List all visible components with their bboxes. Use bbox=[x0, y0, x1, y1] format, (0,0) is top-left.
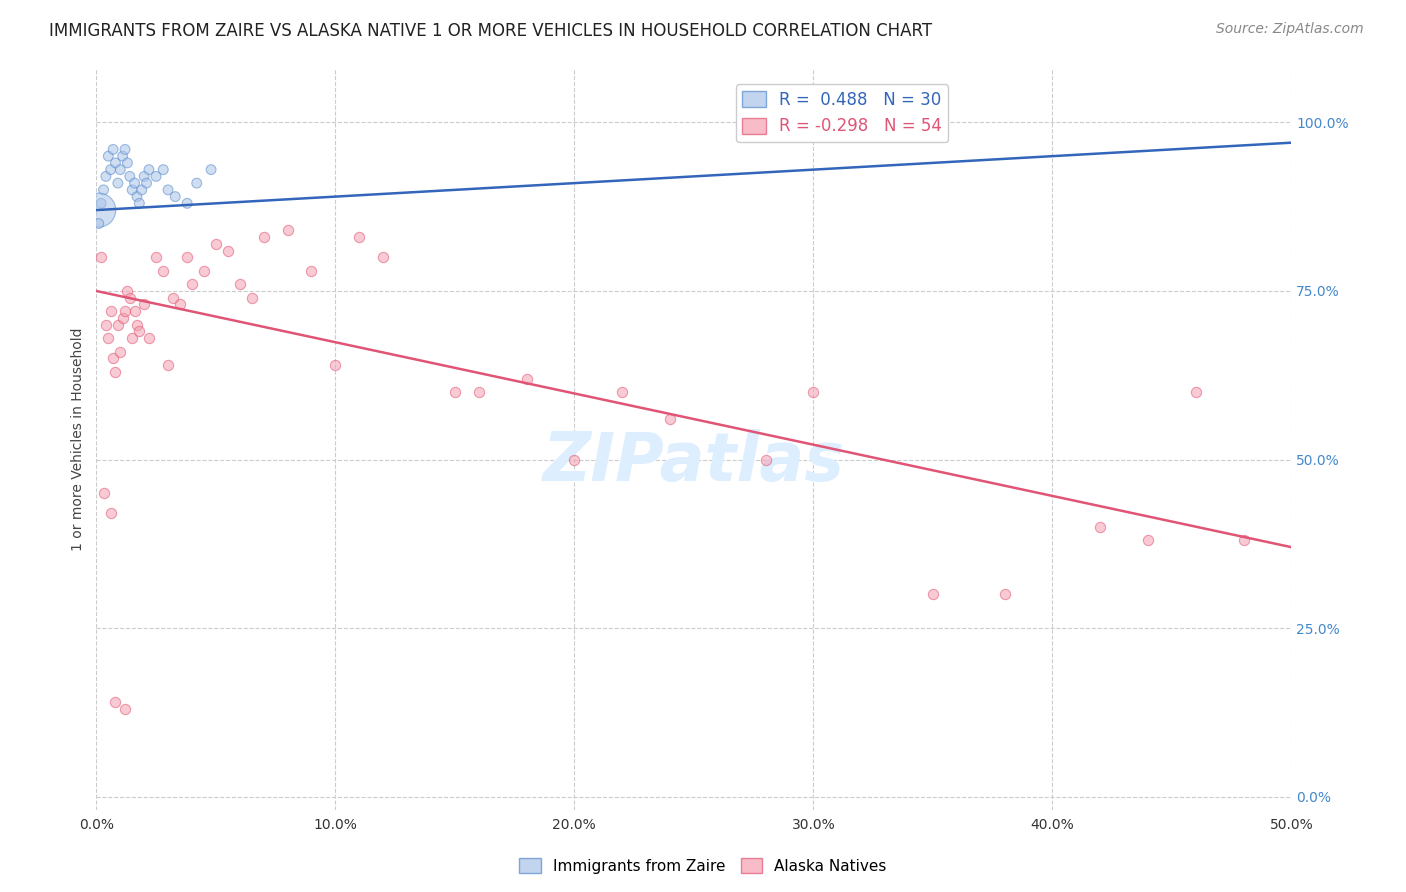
Point bbox=[373, 250, 395, 264]
Point bbox=[121, 183, 143, 197]
Point bbox=[200, 162, 222, 177]
Point bbox=[104, 365, 127, 379]
Point bbox=[128, 325, 150, 339]
Point bbox=[114, 702, 136, 716]
Point bbox=[138, 162, 160, 177]
Point bbox=[205, 236, 228, 251]
Point bbox=[124, 304, 146, 318]
Point bbox=[110, 344, 132, 359]
Point bbox=[87, 203, 110, 218]
Point bbox=[921, 587, 943, 601]
Point bbox=[301, 264, 323, 278]
Point bbox=[176, 250, 198, 264]
Point bbox=[325, 358, 347, 372]
Point bbox=[101, 143, 124, 157]
Legend: Immigrants from Zaire, Alaska Natives: Immigrants from Zaire, Alaska Natives bbox=[513, 852, 893, 880]
Y-axis label: 1 or more Vehicles in Household: 1 or more Vehicles in Household bbox=[72, 327, 86, 551]
Point bbox=[101, 351, 124, 366]
Point bbox=[135, 176, 157, 190]
Point bbox=[253, 230, 276, 244]
Point bbox=[152, 162, 174, 177]
Point bbox=[165, 189, 187, 203]
Point bbox=[754, 452, 776, 467]
Text: IMMIGRANTS FROM ZAIRE VS ALASKA NATIVE 1 OR MORE VEHICLES IN HOUSEHOLD CORRELATI: IMMIGRANTS FROM ZAIRE VS ALASKA NATIVE 1… bbox=[49, 22, 932, 40]
Point bbox=[157, 358, 180, 372]
Point bbox=[110, 162, 132, 177]
Point bbox=[100, 162, 122, 177]
Point bbox=[94, 169, 117, 184]
Point bbox=[104, 695, 127, 709]
Point bbox=[993, 587, 1015, 601]
Point bbox=[468, 385, 491, 400]
Point bbox=[1184, 385, 1206, 400]
Point bbox=[111, 310, 134, 325]
Point bbox=[125, 189, 148, 203]
Point bbox=[107, 176, 129, 190]
Point bbox=[277, 223, 299, 237]
Point bbox=[145, 250, 167, 264]
Point bbox=[118, 169, 141, 184]
Legend: R =  0.488   N = 30, R = -0.298   N = 54: R = 0.488 N = 30, R = -0.298 N = 54 bbox=[735, 84, 949, 142]
Point bbox=[93, 183, 115, 197]
Point bbox=[124, 176, 146, 190]
Point bbox=[229, 277, 252, 292]
Point bbox=[125, 318, 148, 332]
Point bbox=[94, 318, 117, 332]
Point bbox=[186, 176, 208, 190]
Point bbox=[87, 217, 110, 231]
Point bbox=[138, 331, 160, 345]
Point bbox=[90, 250, 112, 264]
Point bbox=[240, 291, 263, 305]
Point bbox=[181, 277, 204, 292]
Point bbox=[1136, 533, 1159, 548]
Point bbox=[658, 412, 681, 426]
Point bbox=[90, 196, 112, 211]
Point bbox=[162, 291, 184, 305]
Point bbox=[157, 183, 180, 197]
Point bbox=[349, 230, 371, 244]
Point bbox=[114, 143, 136, 157]
Point bbox=[193, 264, 215, 278]
Point bbox=[121, 331, 143, 345]
Point bbox=[104, 156, 127, 170]
Point bbox=[131, 183, 153, 197]
Point bbox=[107, 318, 129, 332]
Text: Source: ZipAtlas.com: Source: ZipAtlas.com bbox=[1216, 22, 1364, 37]
Point bbox=[562, 452, 585, 467]
Point bbox=[100, 507, 122, 521]
Point bbox=[118, 291, 141, 305]
Point bbox=[169, 297, 191, 311]
Point bbox=[1232, 533, 1254, 548]
Point bbox=[134, 297, 156, 311]
Point bbox=[145, 169, 167, 184]
Point bbox=[152, 264, 174, 278]
Point bbox=[114, 304, 136, 318]
Point bbox=[97, 331, 120, 345]
Point bbox=[117, 284, 139, 298]
Point bbox=[444, 385, 467, 400]
Point bbox=[134, 169, 156, 184]
Point bbox=[1088, 520, 1111, 534]
Text: ZIPatlas: ZIPatlas bbox=[543, 428, 845, 494]
Point bbox=[128, 196, 150, 211]
Point bbox=[515, 371, 537, 385]
Point bbox=[117, 156, 139, 170]
Point bbox=[100, 304, 122, 318]
Point bbox=[111, 149, 134, 163]
Point bbox=[93, 486, 115, 500]
Point bbox=[97, 149, 120, 163]
Point bbox=[801, 385, 824, 400]
Point bbox=[217, 244, 239, 258]
Point bbox=[610, 385, 633, 400]
Point bbox=[176, 196, 198, 211]
